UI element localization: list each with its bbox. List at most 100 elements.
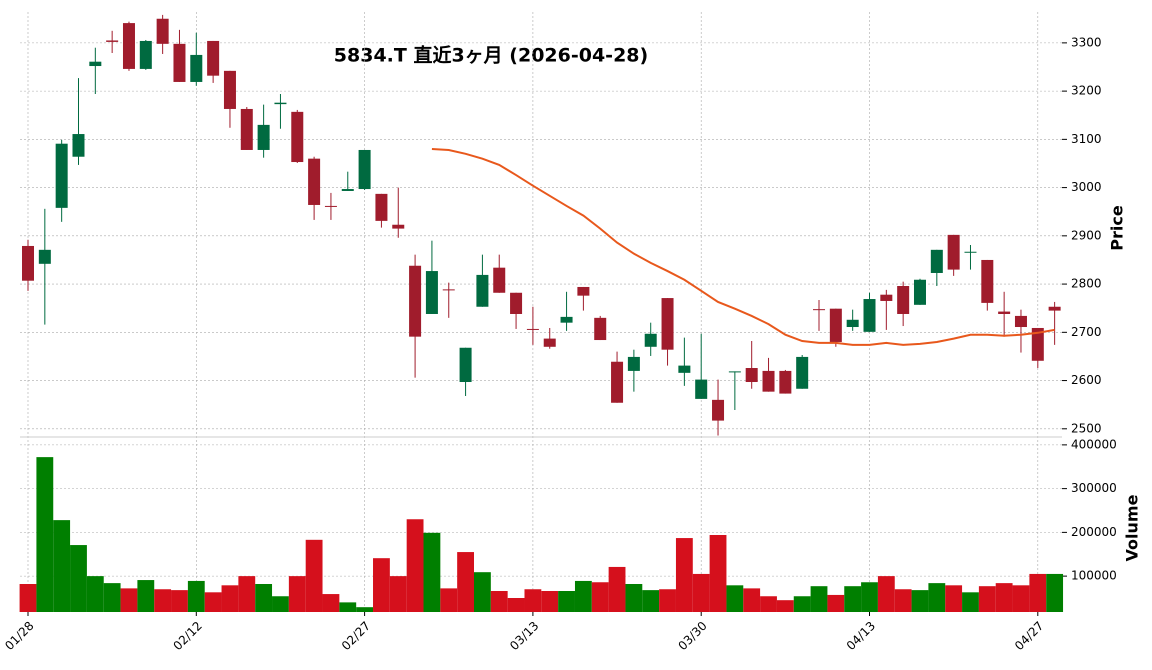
x-tick-label: 03/30 [675, 619, 709, 653]
volume-bar [1012, 585, 1030, 612]
candle-body [880, 294, 893, 301]
volume-bar [911, 590, 929, 612]
volume-bar [844, 586, 862, 612]
candle-body [173, 43, 186, 82]
candle-body [392, 224, 405, 229]
volume-bar [692, 573, 710, 612]
candle-body [964, 251, 977, 253]
volume-bar [288, 576, 306, 612]
volume-bar [389, 576, 407, 612]
volume-bar [322, 594, 340, 612]
candle-body [358, 149, 371, 190]
x-tick-label: 04/27 [1012, 619, 1046, 653]
candle-body [846, 319, 859, 328]
volume-bar [558, 591, 575, 612]
volume-bar [238, 576, 256, 612]
volume-bar [255, 584, 273, 612]
candle-body [594, 317, 607, 341]
volume-bar [810, 586, 828, 612]
y-tick-label: 3200 [1071, 84, 1102, 98]
volume-bar [541, 591, 559, 612]
volume-bar [356, 607, 374, 612]
volume-bar [591, 582, 609, 612]
candle-body [72, 134, 85, 157]
volume-bar [440, 588, 458, 612]
candle-body [644, 333, 657, 347]
x-tick-label: 01/28 [2, 619, 36, 653]
volume-bar [406, 519, 424, 612]
candle-body [930, 249, 943, 273]
candle-body [510, 292, 523, 314]
volume-bar [507, 598, 525, 612]
candle-body [207, 40, 220, 76]
candle-body [89, 61, 102, 67]
candle-body [409, 265, 422, 337]
candle-body [695, 379, 708, 399]
candle-body [762, 370, 775, 392]
volume-axis-label: Volume [1123, 494, 1142, 561]
volume-bar [709, 535, 727, 612]
candle-body [543, 338, 556, 347]
volume-bar [743, 588, 761, 612]
x-tick-label: 04/13 [844, 619, 878, 653]
candle-body [291, 111, 304, 163]
volume-bar [373, 558, 390, 612]
volume-bar [861, 582, 878, 612]
volume-bar [760, 596, 777, 612]
volume-bar [70, 545, 87, 612]
candle-body [223, 70, 236, 109]
candle-body [1048, 306, 1061, 311]
volume-bar [473, 572, 491, 612]
candle-body [813, 309, 826, 311]
volume-bar [978, 586, 996, 612]
volume-bar [675, 538, 693, 612]
candle-body [476, 274, 489, 307]
y-tick-label: 3000 [1071, 180, 1102, 194]
candle-body [341, 189, 354, 191]
candle-body [308, 158, 321, 205]
volume-bar [945, 585, 963, 612]
volume-bar [524, 589, 542, 612]
candle-body [493, 267, 506, 293]
volume-bar [204, 592, 222, 612]
candle-body [796, 356, 809, 389]
volume-bar [171, 590, 188, 612]
volume-bar [608, 566, 626, 612]
chart-title: 5834.T 直近3ヶ月 (2026-04-28) [334, 44, 648, 67]
volume-bar [995, 583, 1013, 612]
candle-body [998, 311, 1011, 314]
candle-body [661, 298, 674, 350]
candle-body [577, 286, 590, 296]
volume-bar [19, 584, 37, 612]
moving-average [431, 148, 1055, 346]
candle-body [745, 368, 758, 383]
volume-bar [423, 532, 441, 612]
volume-bar [625, 584, 643, 612]
volume-bar [1046, 573, 1064, 612]
candle-body [38, 249, 51, 264]
candle-body [106, 40, 119, 42]
volume-bar [659, 589, 676, 612]
volume-bar [457, 552, 474, 612]
candle-body [981, 259, 994, 303]
volume-bar [103, 583, 121, 612]
volume-bar [793, 596, 811, 612]
volume-bar [877, 576, 895, 612]
y-tick-label: 300000 [1071, 481, 1117, 495]
volume-bar [120, 588, 138, 612]
volume-bar [36, 457, 54, 612]
candle-body [1031, 327, 1044, 361]
y-tick-label: 400000 [1071, 437, 1117, 451]
volume-bar [221, 585, 239, 612]
volume-bar [962, 592, 979, 612]
candle-body [526, 328, 539, 330]
candle-body [560, 316, 573, 323]
candle-body [375, 193, 388, 221]
volume-bar [726, 585, 744, 612]
volume-bar [642, 590, 660, 612]
volume-bar [137, 580, 155, 612]
candle-body [190, 54, 203, 82]
y-tick-label: 200000 [1071, 525, 1117, 539]
